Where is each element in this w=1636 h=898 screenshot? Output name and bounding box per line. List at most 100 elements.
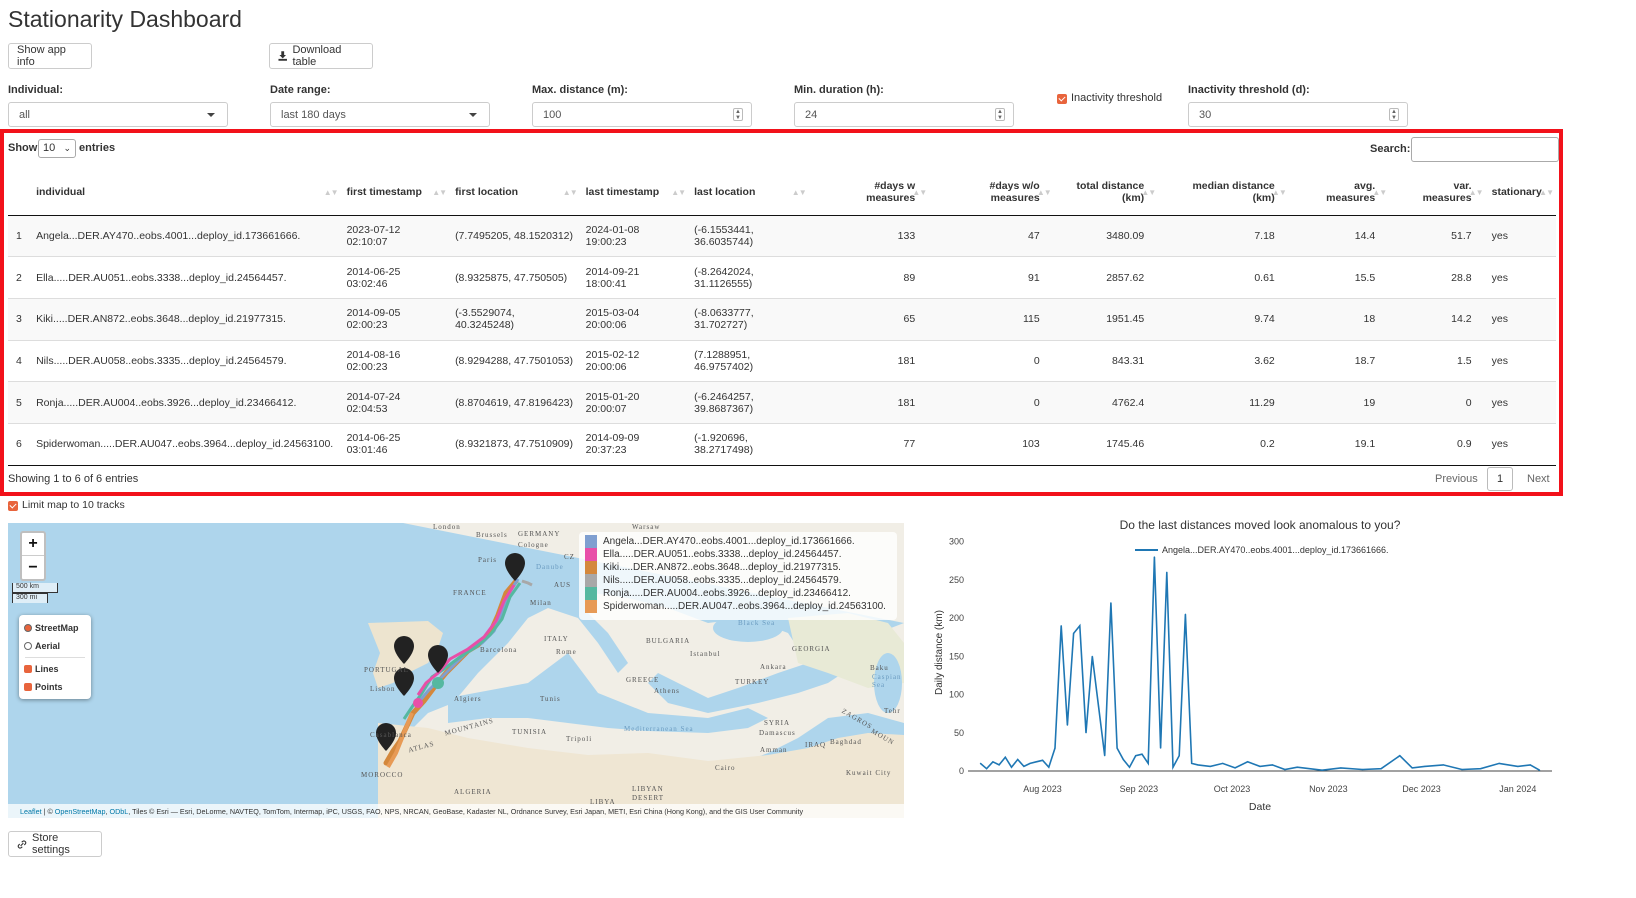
data-point: [1066, 724, 1069, 726]
data-point: [1209, 765, 1211, 768]
col-avg-measures[interactable]: avg. measures ▲▼: [1288, 169, 1390, 216]
col-var-measures[interactable]: var. measures ▲▼: [1389, 169, 1486, 216]
legend-swatch: [585, 600, 597, 613]
col-first-location[interactable]: first location ▲▼: [449, 169, 580, 216]
table-cell: (8.9294288, 47.7501053): [449, 339, 580, 382]
col-days-with-measures[interactable]: #days w measures ▲▼: [808, 169, 930, 216]
inactivity-checkbox[interactable]: [1057, 94, 1067, 104]
table-cell: 0: [1389, 381, 1486, 424]
col-stationary[interactable]: stationary ▲▼: [1485, 169, 1556, 216]
table-row[interactable]: 4 Nils.....DER.AU058..eobs.3335...deploy_…: [8, 339, 1556, 382]
download-table-button[interactable]: Download table: [269, 43, 373, 69]
zoom-in-button[interactable]: +: [22, 533, 44, 556]
place-label: Baghdad: [830, 738, 862, 746]
data-point: [1178, 755, 1180, 757]
map-legend: Angela...DER.AY470..eobs.4001...deploy_i…: [579, 532, 897, 620]
distance-chart[interactable]: Do the last distances moved look anomalo…: [916, 510, 1566, 820]
data-point: [1479, 768, 1482, 770]
table-cell: 181: [808, 381, 930, 424]
table-header-row: individual ▲▼ first timestamp ▲▼ first loc…: [8, 169, 1556, 216]
table-row[interactable]: 1 Angela...DER.AY470..eobs.4001...deploy_…: [8, 214, 1556, 257]
data-point: [1010, 766, 1013, 768]
table-row[interactable]: 6 Spiderwoman.....DER.AU047..eobs.3964...…: [8, 422, 1556, 466]
table-cell: yes: [1485, 381, 1556, 424]
data-point: [1153, 556, 1155, 558]
odbl-link[interactable]: ODbL: [109, 807, 129, 816]
sort-icon: ▲▼: [912, 188, 927, 197]
max-distance-input[interactable]: 100 ▲ ▼: [532, 102, 752, 127]
data-point: [1340, 767, 1342, 769]
min-duration-input[interactable]: 24 ▲ ▼: [794, 102, 1014, 127]
date-range-select[interactable]: last 180 days: [270, 102, 490, 127]
inactivity-threshold-input[interactable]: 30 ▲ ▼: [1188, 102, 1408, 127]
tracks-map[interactable]: London Brussels GERMANY Cologne Paris FR…: [8, 523, 904, 818]
data-point: [1284, 768, 1286, 771]
data-point: [1271, 764, 1274, 766]
table-row[interactable]: 3 Kiki.....DER.AN872..eobs.3648...deploy_…: [8, 297, 1556, 341]
data-point: [1172, 766, 1174, 768]
x-tick-label: Sep 2023: [1120, 784, 1159, 794]
layer-points[interactable]: Points: [24, 682, 63, 692]
individual-select[interactable]: all: [8, 102, 228, 127]
table-row[interactable]: 2 Ella.....DER.AU051..eobs.3338...deploy_…: [8, 256, 1556, 299]
legend-label: Ronja.....DER.AU004..eobs.3926...deploy_…: [603, 588, 851, 599]
place-label: MOROCCO: [361, 771, 404, 779]
place-label: LIBYA: [590, 798, 616, 806]
spinner-icon[interactable]: ▲ ▼: [1389, 108, 1399, 121]
table-cell: 0.9: [1389, 422, 1486, 466]
place-label: GREECE: [626, 676, 660, 684]
previous-page-button[interactable]: Previous: [1435, 473, 1478, 485]
table-cell: (-8.0633777, 31.702727): [688, 297, 809, 341]
page-1-button[interactable]: 1: [1487, 467, 1513, 491]
col-first-timestamp[interactable]: first timestamp ▲▼: [340, 169, 450, 216]
data-point: [1029, 762, 1031, 764]
y-tick-label: 300: [949, 537, 964, 547]
table-cell: 18: [1288, 297, 1390, 341]
col-median-distance[interactable]: median distance (km) ▲▼: [1158, 169, 1289, 216]
table-cell: 1.5: [1389, 339, 1486, 382]
osm-link[interactable]: OpenStreetMap: [54, 807, 106, 816]
inactivity-threshold-label: Inactivity threshold (d):: [1188, 84, 1310, 96]
table-cell: (-3.5529074, 40.3245248): [449, 297, 580, 341]
sort-icon: ▲▼: [562, 188, 578, 197]
x-tick-label: Nov 2023: [1309, 784, 1348, 794]
limit-map-checkbox[interactable]: [8, 501, 18, 511]
table-cell: 11.29: [1158, 381, 1289, 424]
zoom-control: + −: [20, 531, 46, 581]
col-last-timestamp[interactable]: last timestamp ▲▼: [579, 169, 689, 216]
next-page-button[interactable]: Next: [1527, 473, 1550, 485]
layer-aerial[interactable]: Aerial: [24, 641, 60, 651]
leaflet-link[interactable]: Leaflet: [20, 807, 42, 816]
spinner-icon[interactable]: ▲ ▼: [995, 108, 1005, 121]
layer-streetmap[interactable]: StreetMap: [24, 623, 79, 633]
col-days-without-measures[interactable]: #days w/o measures ▲▼: [929, 169, 1054, 216]
place-label: Cairo: [715, 764, 736, 772]
checkbox-checked-icon: [24, 683, 32, 691]
radio-icon: [24, 642, 32, 650]
place-label: AUS: [554, 581, 572, 589]
show-app-info-button[interactable]: Show app info: [8, 43, 92, 69]
data-point: [1424, 765, 1426, 768]
table-cell: Ella.....DER.AU051..eobs.3338...deploy_i…: [30, 256, 341, 299]
table-cell: Kiki.....DER.AN872..eobs.3648...deploy_i…: [30, 297, 341, 341]
col-last-location[interactable]: last location ▲▼: [688, 169, 809, 216]
data-point: [1411, 767, 1413, 769]
table-row[interactable]: 5 Ronja.....DER.AU004..eobs.3926...deploy…: [8, 381, 1556, 424]
data-point: [1442, 764, 1444, 766]
zoom-out-button[interactable]: −: [28, 558, 38, 576]
data-point: [1197, 764, 1199, 766]
spinner-icon[interactable]: ▲ ▼: [733, 108, 743, 121]
col-total-distance[interactable]: total distance (km) ▲▼: [1053, 169, 1159, 216]
store-settings-button[interactable]: Store settings: [8, 831, 102, 857]
place-label: Istanbul: [690, 650, 721, 658]
table-cell: Nils.....DER.AU058..eobs.3335...deploy_i…: [30, 339, 341, 382]
layer-lines[interactable]: Lines: [24, 664, 59, 674]
legend-item: Nils.....DER.AU058..eobs.3335...deploy_i…: [585, 574, 897, 587]
place-label: Black Sea: [738, 619, 776, 627]
entries-select[interactable]: 10 ⌄: [38, 139, 76, 158]
y-tick-label: 50: [954, 728, 964, 738]
x-tick-label: Dec 2023: [1402, 784, 1441, 794]
col-individual[interactable]: individual ▲▼: [30, 169, 341, 216]
table-cell: 3: [8, 297, 31, 341]
search-input[interactable]: [1411, 137, 1559, 162]
